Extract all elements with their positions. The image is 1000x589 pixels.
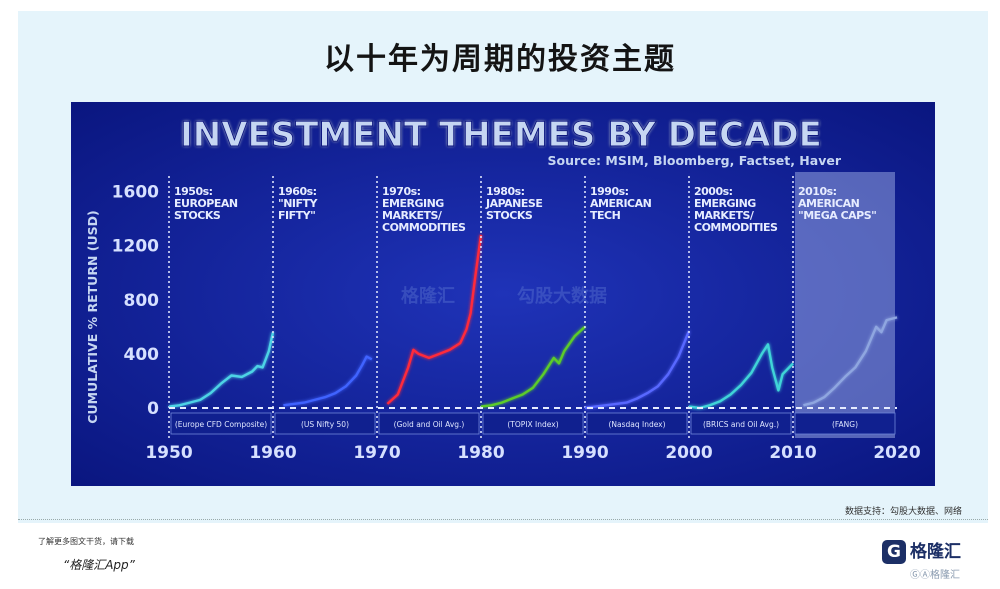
y-tick-label: 1200 <box>112 237 159 257</box>
theme-label-2010: "MEGA CAPS" <box>798 209 876 222</box>
theme-label-1960: FIFTY" <box>278 209 315 222</box>
investment-themes-chart: INVESTMENT THEMES BY DECADE Source: MSIM… <box>71 102 935 486</box>
theme-label-1980: JAPANESE <box>485 197 542 210</box>
data-credit: 数据支持：勾股大数据、网络 <box>844 507 962 517</box>
y-tick-label: 0 <box>147 399 159 419</box>
y-tick-label: 1600 <box>112 183 159 203</box>
theme-label-2010: AMERICAN <box>798 197 860 210</box>
series-line-1960 <box>283 355 373 407</box>
theme-label-1980: STOCKS <box>486 209 533 222</box>
index-box-1950 <box>170 412 272 435</box>
app-name-link[interactable]: “格隆汇App” <box>63 558 135 572</box>
highlight-panel-2010 <box>795 172 895 438</box>
x-tick-label: 2010 <box>769 443 816 463</box>
theme-label-1960: 1960s: <box>278 185 317 198</box>
series-line-1970 <box>386 234 483 405</box>
page-title: 以十年为周期的投资主题 <box>324 42 676 77</box>
x-tick-label: 1950 <box>145 443 192 463</box>
series-line-1950 <box>168 331 275 408</box>
theme-label-1970: EMERGING <box>382 197 444 210</box>
theme-label-1970: 1970s: <box>382 185 421 198</box>
index-box-1970 <box>378 412 480 435</box>
theme-label-2000: 2000s: <box>694 185 733 198</box>
theme-label-2000: MARKETS/ <box>694 209 755 222</box>
theme-label-2000: COMMODITIES <box>694 221 778 234</box>
x-tick-label: 1970 <box>353 443 400 463</box>
x-tick-label: 1960 <box>249 443 296 463</box>
chart-subtitle: Source: MSIM, Bloomberg, Factset, Haver <box>548 153 842 168</box>
y-tick-label: 800 <box>124 291 160 311</box>
watermark-left: 格隆汇 <box>401 285 455 307</box>
series-line-1990 <box>584 330 691 410</box>
theme-label-1970: COMMODITIES <box>382 221 466 234</box>
index-box-1960 <box>274 412 376 435</box>
index-label-2010: (FANG) <box>832 420 858 429</box>
theme-label-2010: 2010s: <box>798 185 837 198</box>
x-tick-label: 2000 <box>665 443 712 463</box>
index-label-1990: (Nasdaq Index) <box>608 420 665 429</box>
theme-label-1990: 1990s: <box>590 185 629 198</box>
theme-label-1960: "NIFTY <box>278 197 319 210</box>
promo-text: 了解更多图文干货，请下载 <box>38 537 134 546</box>
theme-label-1950: 1950s: <box>174 185 213 198</box>
brand-logo: G 格隆汇 ⒼⒶ格隆汇 <box>882 538 992 583</box>
watermark-right: 勾股大数据 <box>517 285 607 307</box>
series-line-2010 <box>803 316 898 407</box>
index-box-1990 <box>586 412 688 435</box>
chart-title: INVESTMENT THEMES BY DECADE <box>180 115 822 155</box>
x-tick-label: 1980 <box>457 443 504 463</box>
index-box-2000 <box>690 412 792 435</box>
index-label-1960: (US Nifty 50) <box>301 420 349 429</box>
theme-label-1950: STOCKS <box>174 209 221 222</box>
index-box-1980 <box>482 412 584 435</box>
index-label-1970: (Gold and Oil Avg.) <box>394 420 465 429</box>
index-label-2000: (BRICS and Oil Avg.) <box>703 420 779 429</box>
index-label-1980: (TOPIX Index) <box>507 420 558 429</box>
index-label-1950: (Europe CFD Composite) <box>175 420 267 429</box>
series-line-1980 <box>480 325 586 408</box>
x-tick-label: 1990 <box>561 443 608 463</box>
index-box-2010 <box>794 412 896 435</box>
logo-subtext: ⒼⒶ格隆汇 <box>910 570 960 581</box>
series-line-2000 <box>688 343 794 410</box>
theme-label-1990: TECH <box>590 209 621 222</box>
dotted-divider <box>18 519 988 520</box>
logo-text: 格隆汇 <box>910 542 961 562</box>
theme-label-1980: 1980s: <box>486 185 525 198</box>
g-logo-icon: G <box>882 540 906 564</box>
y-tick-label: 400 <box>124 345 160 365</box>
theme-label-1990: AMERICAN <box>590 197 652 210</box>
x-tick-label: 2020 <box>873 443 920 463</box>
theme-label-1950: EUROPEAN <box>174 197 238 210</box>
y-axis-label: CUMULATIVE % RETURN (USD) <box>85 210 100 423</box>
theme-label-2000: EMERGING <box>694 197 756 210</box>
theme-label-1970: MARKETS/ <box>382 209 443 222</box>
